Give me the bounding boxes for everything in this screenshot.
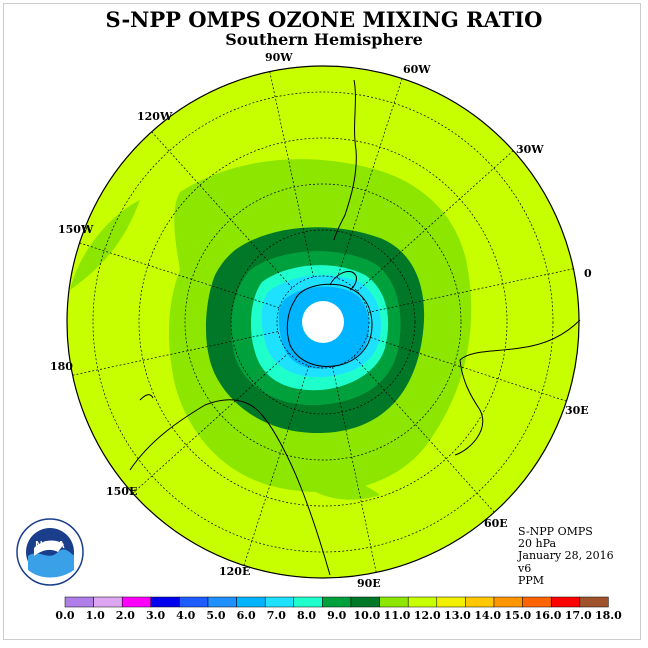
colorbar-swatch bbox=[93, 596, 123, 608]
lon-label-150w: 150W bbox=[58, 223, 94, 236]
meridian-line bbox=[356, 150, 514, 292]
lon-label-120w: 120W bbox=[137, 110, 173, 123]
info-date: January 28, 2016 bbox=[518, 549, 614, 562]
meridian-line bbox=[332, 366, 377, 573]
colorbar-tick-label: 10.0 bbox=[353, 609, 380, 622]
colorbar-swatch bbox=[465, 596, 495, 608]
info-units: PPM bbox=[518, 574, 545, 587]
colorbar-tick-label: 11.0 bbox=[384, 609, 411, 622]
outer-frame bbox=[3, 3, 641, 640]
colorbar-swatch bbox=[121, 596, 152, 608]
colorbar-swatch bbox=[493, 596, 523, 608]
colorbar-tick-label: 16.0 bbox=[535, 609, 562, 622]
meridian-line bbox=[132, 352, 290, 494]
info-level: 20 hPa bbox=[518, 537, 557, 550]
map-title: S-NPP OMPS OZONE MIXING RATIO bbox=[105, 7, 543, 32]
coast-south-america bbox=[333, 79, 357, 241]
colorbar-tick-label: 2.0 bbox=[116, 609, 135, 622]
colorbar-swatch bbox=[550, 596, 581, 608]
colorbar-tick-label: 4.0 bbox=[176, 609, 195, 622]
colorbar-swatch bbox=[179, 596, 209, 608]
colorbar-swatch bbox=[150, 596, 180, 608]
lon-label-150e: 150E bbox=[106, 485, 137, 498]
lon-label-90e: 90E bbox=[357, 577, 381, 590]
colorbar-swatch bbox=[436, 596, 466, 608]
colorbar-swatch bbox=[379, 596, 409, 608]
colorbar-tick-label: 13.0 bbox=[444, 609, 471, 622]
lon-label-60e: 60E bbox=[484, 517, 508, 530]
pole-hole bbox=[302, 301, 344, 343]
map-boundary bbox=[66, 65, 580, 579]
colorbar-tick-label: 1.0 bbox=[86, 609, 105, 622]
longitude-labels: 90W 60W 30W 0 30E 60E 90E 120E 150E 180 … bbox=[50, 51, 592, 590]
lon-label-120e: 120E bbox=[219, 565, 250, 578]
colorbar-swatch bbox=[236, 596, 266, 608]
lon-label-30e: 30E bbox=[565, 404, 589, 417]
meridian-line bbox=[79, 242, 280, 309]
map-subtitle: Southern Hemisphere bbox=[225, 30, 423, 49]
lon-label-0: 0 bbox=[584, 267, 592, 280]
coastlines bbox=[129, 79, 581, 576]
colorbar-swatch bbox=[207, 596, 237, 608]
coast-africa bbox=[454, 319, 581, 456]
lon-label-90w: 90W bbox=[265, 51, 293, 64]
meridian-line bbox=[367, 268, 574, 313]
contour-11ppm-south bbox=[290, 469, 380, 500]
meridian-line bbox=[336, 78, 403, 279]
colorbar-tick-label: 7.0 bbox=[267, 609, 286, 622]
ozone-field bbox=[67, 66, 579, 578]
colorbar-tick-label: 17.0 bbox=[565, 609, 592, 622]
coast-antarctic-peninsula bbox=[329, 271, 357, 291]
colorbar-tick-label: 6.0 bbox=[237, 609, 256, 622]
noaa-logo: NOAA bbox=[16, 518, 84, 586]
meridian-line bbox=[151, 131, 293, 289]
colorbar-tick-label: 8.0 bbox=[297, 609, 316, 622]
colorbar-swatch bbox=[579, 596, 609, 608]
meridian-line bbox=[353, 355, 495, 513]
colorbar-swatch bbox=[322, 596, 352, 608]
colorbar-tick-label: 0.0 bbox=[55, 609, 74, 622]
meridians bbox=[72, 71, 574, 573]
coast-new-zealand bbox=[139, 394, 154, 401]
colorbar-tick-label: 5.0 bbox=[206, 609, 225, 622]
colorbar-tick-label: 15.0 bbox=[504, 609, 531, 622]
info-version: v6 bbox=[518, 562, 532, 575]
colorbar-tick-label: 12.0 bbox=[414, 609, 441, 622]
meridian-line bbox=[72, 331, 279, 376]
info-instrument: S-NPP OMPS bbox=[518, 525, 593, 538]
colorbar: 0.0 1.0 2.0 3.0 4.0 5.0 6.0 7.0 8.0 9.0 10.0 11.0 12… bbox=[55, 596, 622, 622]
colorbar-tick-label: 3.0 bbox=[146, 609, 165, 622]
noaa-logo-text: NOAA bbox=[35, 540, 64, 551]
colorbar-swatch bbox=[407, 596, 438, 608]
lon-label-180: 180 bbox=[50, 360, 73, 373]
coast-australia bbox=[129, 399, 331, 576]
meridian-line bbox=[269, 71, 314, 278]
meridian-line bbox=[366, 335, 567, 402]
lon-label-60w: 60W bbox=[403, 63, 431, 76]
coast-antarctica bbox=[286, 283, 373, 367]
meridian-line bbox=[243, 365, 310, 566]
lon-label-30w: 30W bbox=[516, 143, 544, 156]
colorbar-swatch bbox=[350, 596, 380, 608]
colorbar-swatch bbox=[293, 596, 323, 608]
colorbar-swatch bbox=[522, 596, 552, 608]
colorbar-tick-label: 14.0 bbox=[474, 609, 501, 622]
colorbar-swatch bbox=[264, 596, 295, 608]
colorbar-tick-label: 18.0 bbox=[595, 609, 622, 622]
contour-11ppm-west bbox=[70, 200, 140, 290]
colorbar-tick-label: 9.0 bbox=[327, 609, 346, 622]
colorbar-swatch bbox=[64, 596, 94, 608]
